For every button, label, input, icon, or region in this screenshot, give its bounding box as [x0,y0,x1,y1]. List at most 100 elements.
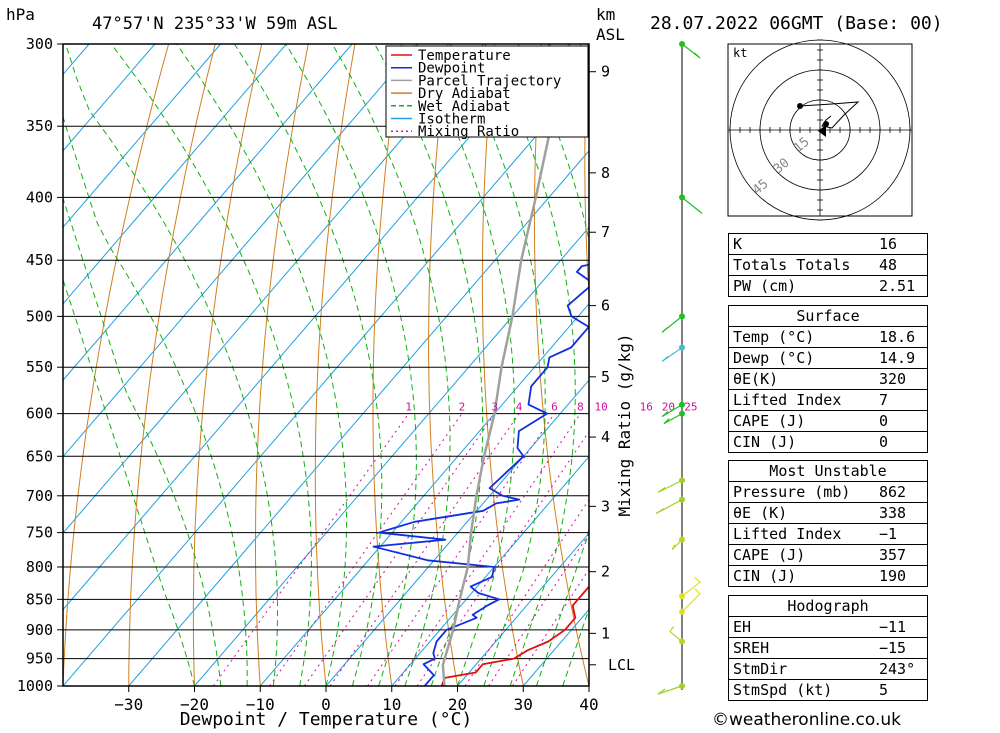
pressure-tick-label: 300 [26,35,53,53]
index-value: −1 [875,523,928,545]
wet-adiabat-line [63,197,222,686]
mixing-ratio-label: 20 [662,401,675,414]
wet-adiabat-line [484,44,576,686]
dry-adiabat-line [63,44,170,686]
indices-table: Hodograph EH −11 SREH −15 StmDir 243° StmSpd (k… [728,595,928,701]
index-value: 16 [875,233,928,255]
mixing-ratio-line [303,413,496,686]
index-name: Lifted Index [728,389,875,411]
isotherm-line [63,44,419,458]
hpa-unit: hPa [6,5,35,24]
mixing-ratio-line [416,430,589,686]
dry-adiabat-line [372,44,402,686]
index-name: StmSpd (kt) [728,679,875,701]
mixing-ratio-line [212,413,410,686]
mixing-ratio-label: 3 [492,401,499,414]
index-value: 320 [875,368,928,390]
wind-barb [663,413,683,425]
index-name: Totals Totals [728,254,875,276]
datetime-title: 28.07.2022 06GMT (Base: 00) [650,13,943,34]
indices-table: Surface Temp (°C) 18.6 Dewp (°C) 14.9 θE(K) 32… [728,305,928,453]
wind-barb [669,626,683,642]
km-tick-label: 5 [601,368,610,386]
index-value: 18.6 [875,326,928,348]
isotherm-line [457,532,589,686]
index-name: CIN (J) [728,565,875,587]
index-value: 7 [875,389,928,411]
legend-label: Dry Adiabat [418,86,511,102]
pressure-tick-label: 600 [26,405,53,423]
x-tick-label: 10 [382,695,401,714]
mixing-ratio-label: 1 [405,401,412,414]
mixing-ratio-label: 6 [551,401,558,414]
indices-table: Most Unstable Pressure (mb) 862 θE (K) 338 Li… [728,460,928,587]
isotherm-line [128,150,589,686]
pressure-tick-label: 350 [26,117,53,135]
wind-barb [681,196,703,214]
index-name: θE(K) [728,368,875,390]
isotherm-line [391,455,589,686]
wind-barb [661,315,683,333]
indices-section-title: Surface [728,305,928,327]
index-value: 190 [875,565,928,587]
x-tick-label: 30 [514,695,533,714]
mixing-ratio-line [394,413,581,686]
wet-adiabat-line [450,44,546,686]
mixing-ratio-line [512,568,589,686]
index-value: 0 [875,410,928,432]
legend-label: Parcel Trajectory [418,73,561,89]
index-name: StmDir [728,658,875,680]
mixing-ratio-line [488,532,589,686]
index-name: PW (cm) [728,275,875,297]
index-value: −11 [875,616,928,638]
wet-adiabat-line [176,44,348,686]
wind-barb [681,576,701,597]
km-unit: km [596,5,615,24]
km-tick-label: 2 [601,563,610,581]
km-tick-label: 9 [601,63,610,81]
storm-motion-marker [818,125,826,137]
index-value: 862 [875,481,928,503]
hodograph-point [797,103,803,109]
dry-adiabat-line [961,44,1000,686]
index-name: SREH [728,637,875,659]
wind-barb [681,43,701,59]
pressure-tick-label: 500 [26,307,53,325]
index-name: Temp (°C) [728,326,875,348]
index-name: CIN (J) [728,431,875,453]
index-name: CAPE (J) [728,544,875,566]
legend-label: Isotherm [418,112,485,128]
profile-lines [372,44,589,686]
mixing-ratio-label: 25 [684,401,697,414]
wet-adiabat-line [65,44,278,686]
x-tick-label: −10 [246,695,275,714]
mixing-ratio-label: 8 [577,401,584,414]
mixing-ratio-line [269,413,463,686]
wind-barb [661,346,683,362]
legend-label: Dewpoint [418,61,485,77]
wet-adiabat-line [285,44,417,686]
isotherm-line [325,379,589,686]
index-value: 14.9 [875,347,928,369]
wet-adiabat-line [331,44,451,686]
isotherm-line [63,73,589,686]
mixing-ratio-label: 4 [516,401,523,414]
isotherm-line [0,44,23,686]
parcel-trajectory-line [441,44,571,686]
wind-barb [657,479,683,493]
pressure-tick-label: 700 [26,487,53,505]
mixing-ratio-label: 10 [595,401,608,414]
copyright-footer: ©weatheronline.co.uk [712,710,902,730]
index-value: 0 [875,431,928,453]
isotherm-line [63,44,550,611]
pressure-tick-label: 850 [26,590,53,608]
location-title: 47°57'N 235°33'W 59m ASL [92,14,338,34]
index-value: 338 [875,502,928,524]
indices-section-title: Hodograph [728,595,928,617]
pressure-tick-label: 1000 [17,677,53,695]
wind-barb [671,539,683,551]
index-name: Lifted Index [728,523,875,545]
index-value: 243° [875,658,928,680]
km-tick-label: 6 [601,297,610,315]
